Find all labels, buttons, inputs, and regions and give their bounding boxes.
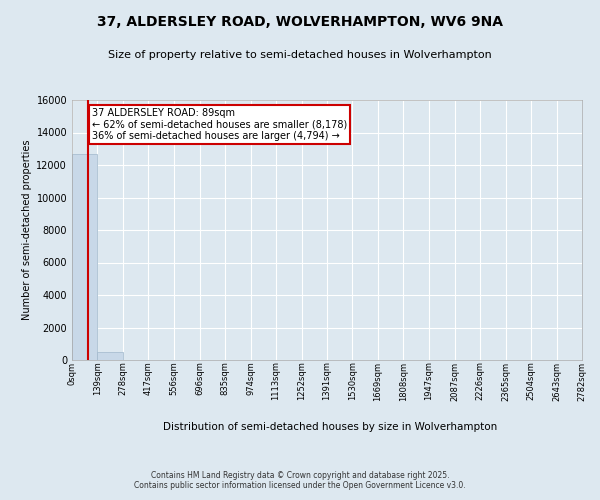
Bar: [97, 352, 123, 360]
Text: Contains HM Land Registry data © Crown copyright and database right 2025.
Contai: Contains HM Land Registry data © Crown c…: [134, 470, 466, 490]
Y-axis label: Number of semi-detached properties: Number of semi-detached properties: [22, 140, 32, 320]
Text: Distribution of semi-detached houses by size in Wolverhampton: Distribution of semi-detached houses by …: [163, 422, 497, 432]
Text: Size of property relative to semi-detached houses in Wolverhampton: Size of property relative to semi-detach…: [108, 50, 492, 60]
Bar: [72, 154, 97, 360]
Text: 37 ALDERSLEY ROAD: 89sqm
← 62% of semi-detached houses are smaller (8,178)
36% o: 37 ALDERSLEY ROAD: 89sqm ← 62% of semi-d…: [92, 108, 347, 141]
Text: 37, ALDERSLEY ROAD, WOLVERHAMPTON, WV6 9NA: 37, ALDERSLEY ROAD, WOLVERHAMPTON, WV6 9…: [97, 15, 503, 29]
